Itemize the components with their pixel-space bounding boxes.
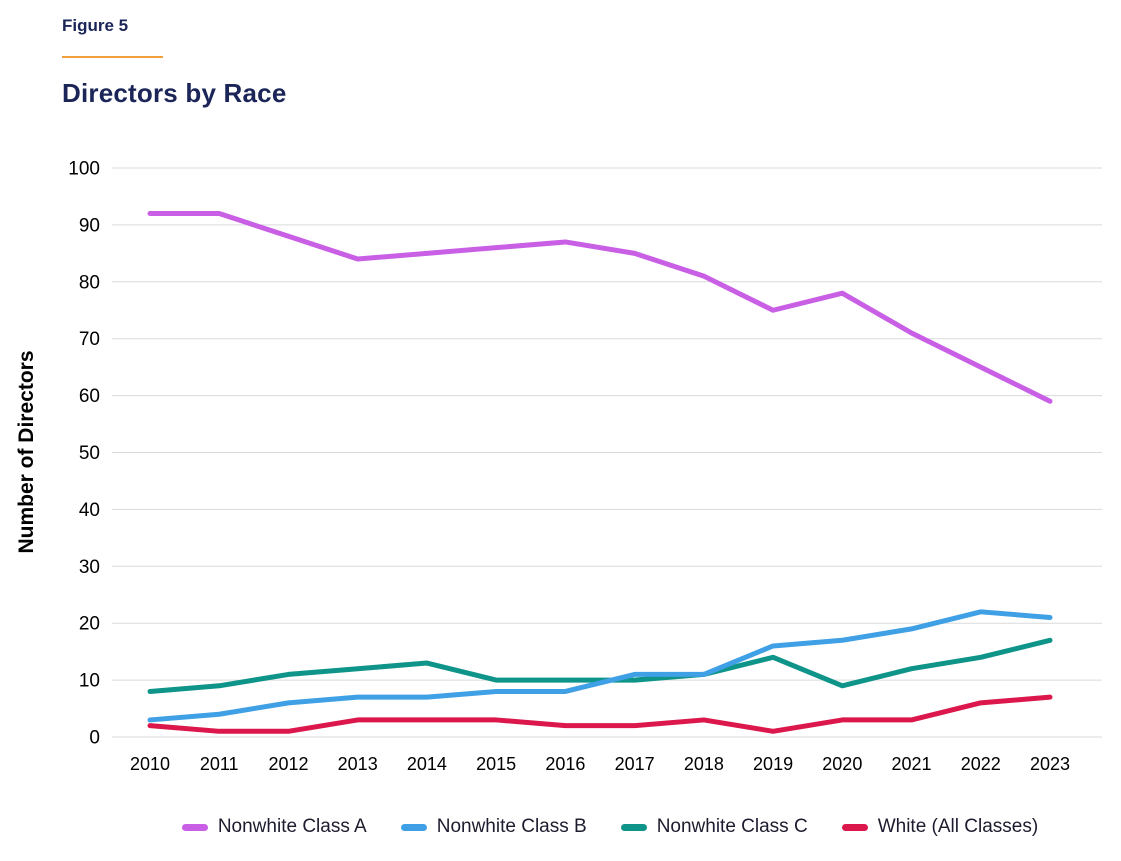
legend-item-nonwhite-class-b: Nonwhite Class B xyxy=(400,816,587,838)
y-tick-label: 80 xyxy=(79,272,100,293)
x-tick-label: 2013 xyxy=(338,754,378,774)
y-tick-label: 90 xyxy=(79,215,100,236)
x-tick-label: 2015 xyxy=(476,754,516,774)
x-tick-label: 2010 xyxy=(130,754,170,774)
x-tick-label: 2019 xyxy=(753,754,793,774)
figure-label: Figure 5 xyxy=(62,16,129,35)
series-line-nonwhite-class-c xyxy=(147,637,1053,694)
chart-title: Directors by Race xyxy=(62,78,287,108)
y-tick-label: 60 xyxy=(79,386,100,407)
legend-label-nonwhite-class-b: Nonwhite Class B xyxy=(436,816,587,837)
y-tick-label: 30 xyxy=(79,557,100,578)
x-tick-label: 2017 xyxy=(615,754,655,774)
y-tick-label: 100 xyxy=(68,159,100,180)
legend-label-nonwhite-class-c: Nonwhite Class C xyxy=(656,816,808,837)
y-tick-label: 40 xyxy=(79,500,100,521)
figure-label-underline xyxy=(62,56,163,58)
legend-swatch-nonwhite-class-b xyxy=(400,823,427,831)
legend: Nonwhite Class A Nonwhite Class B Nonwhite… xyxy=(115,810,1105,844)
legend-item-nonwhite-class-c: Nonwhite Class C xyxy=(620,816,808,838)
legend-label-nonwhite-class-a: Nonwhite Class A xyxy=(217,816,367,837)
x-tick-label: 2011 xyxy=(200,754,239,774)
x-tick-label: 2014 xyxy=(407,754,447,774)
x-tick-label: 2020 xyxy=(822,754,862,774)
legend-label-white-all-classes: White (All Classes) xyxy=(877,816,1039,837)
legend-swatch-nonwhite-class-c xyxy=(620,823,647,831)
line-chart: 0 10 20 30 40 50 60 70 80 90 100 2010 2011 2012 2013 20… xyxy=(68,159,1102,774)
x-tick-label: 2016 xyxy=(545,754,585,774)
y-tick-label: 20 xyxy=(79,614,100,635)
series-line-nonwhite-class-b xyxy=(147,609,1053,723)
y-tick-label: 0 xyxy=(89,728,100,749)
x-tick-label: 2023 xyxy=(1030,754,1070,774)
series-line-white-all-classes xyxy=(147,694,1053,734)
y-tick-label: 70 xyxy=(79,329,100,350)
series-line-nonwhite-class-a xyxy=(147,211,1053,404)
y-tick-label: 10 xyxy=(79,671,100,692)
x-tick-label: 2018 xyxy=(684,754,724,774)
x-tick-label: 2022 xyxy=(961,754,1001,774)
legend-swatch-nonwhite-class-a xyxy=(181,823,208,831)
x-tick-label: 2021 xyxy=(892,754,932,774)
legend-swatch-white-all-classes xyxy=(841,823,868,831)
legend-item-nonwhite-class-a: Nonwhite Class A xyxy=(181,816,367,838)
y-tick-label: 50 xyxy=(79,443,100,464)
x-tick-label: 2012 xyxy=(268,754,308,774)
legend-item-white-all-classes: White (All Classes) xyxy=(841,816,1039,838)
